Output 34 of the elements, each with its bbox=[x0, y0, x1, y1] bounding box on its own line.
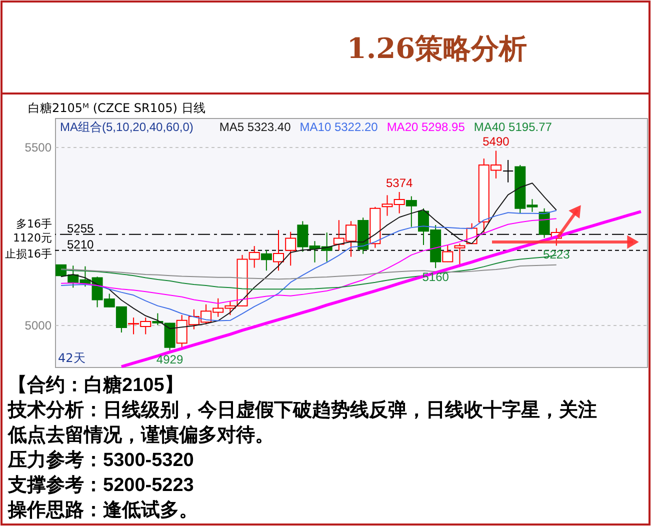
text: 技术分析：日线级别，今日虚假下破趋势线反弹，日线收十字星，关注低点去留情况，谨慎偏多对待。 bbox=[7, 399, 597, 446]
text: 1120元 bbox=[13, 231, 52, 244]
annotation: 5374 bbox=[386, 176, 413, 190]
annotation: 5160 bbox=[422, 270, 450, 284]
candlestick bbox=[285, 231, 296, 266]
text: 支撑参考：5200-5223 bbox=[7, 474, 194, 496]
annotation: 5210 bbox=[67, 237, 94, 252]
candlestick bbox=[442, 244, 454, 263]
text: MA5 5323.40 bbox=[219, 120, 292, 134]
annotation: 42天 bbox=[58, 351, 86, 365]
y-tick-label: 5000 bbox=[24, 318, 52, 333]
ref-line-label: 止损16手 bbox=[5, 247, 52, 260]
chart-title: 1.26策略分析 bbox=[346, 32, 528, 65]
annotation: 5490 bbox=[482, 134, 510, 149]
text: MA20 5298.95 bbox=[386, 120, 466, 134]
annotation: 4929 bbox=[156, 352, 184, 366]
annotation: 5223 bbox=[543, 248, 570, 262]
text: MA10 5322.20 bbox=[300, 120, 378, 134]
candlestick bbox=[273, 230, 284, 272]
candlestick bbox=[502, 159, 514, 183]
candlestick bbox=[260, 249, 272, 272]
line-series bbox=[60, 264, 557, 280]
text: 【合约：白糖2105】 bbox=[8, 374, 184, 396]
text: 操作思路：逢低试多。 bbox=[7, 499, 198, 521]
text: MA40 5195.77 bbox=[474, 120, 552, 134]
chart-subtitle: 白糖2105ᴹ (CZCE SR105) 日线 bbox=[28, 101, 206, 115]
candlestick bbox=[406, 196, 417, 228]
line-series bbox=[120, 210, 642, 368]
y-tick-label: 5500 bbox=[24, 140, 52, 155]
text: 压力参考：5300-5320 bbox=[7, 449, 194, 471]
ref-line-label: 多16手 bbox=[16, 217, 52, 230]
candlestick bbox=[538, 208, 550, 238]
annotation: 5255 bbox=[67, 221, 94, 236]
legend-title: MA组合(5,10,20,40,60,0) bbox=[60, 120, 194, 134]
